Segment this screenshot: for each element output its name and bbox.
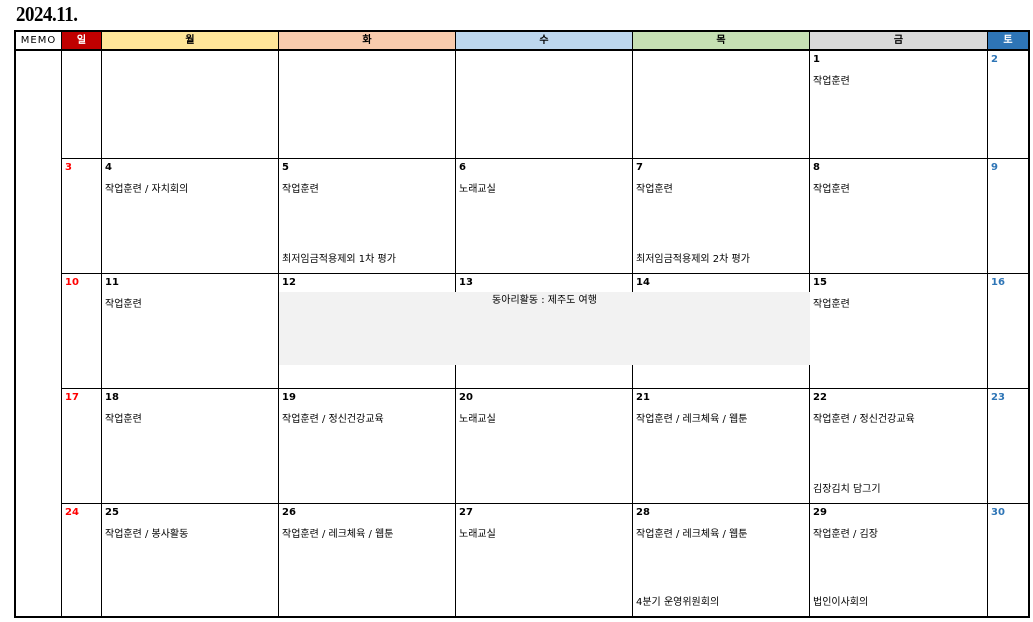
day-number: 28: [636, 507, 650, 518]
day-cell[interactable]: 11 작업훈련: [102, 274, 279, 389]
day-number: 8: [813, 162, 820, 173]
event-text: 노래교실: [459, 529, 496, 540]
day-number: 4: [105, 162, 112, 173]
day-cell[interactable]: [279, 51, 456, 159]
day-number: 11: [105, 277, 119, 288]
event-note: 최저임금적용제외 1차 평가: [282, 254, 396, 265]
day-cell[interactable]: 8 작업훈련: [810, 159, 988, 274]
event-text: 작업훈련 / 정신건강교육: [813, 414, 915, 425]
multi-day-event[interactable]: 동아리활동 : 제주도 여행: [279, 292, 810, 365]
day-cell[interactable]: 19 작업훈련 / 정신건강교육: [279, 389, 456, 504]
event-text: 작업훈련: [813, 299, 850, 310]
event-text: 작업훈련 / 자치회의: [105, 184, 189, 195]
day-cell[interactable]: 23: [988, 389, 1028, 504]
day-number: 27: [459, 507, 473, 518]
day-number: 26: [282, 507, 296, 518]
event-text: 작업훈련 / 김장: [813, 529, 878, 540]
weekday-header-sat: 토: [988, 32, 1028, 51]
event-text: 작업훈련 / 레크체육 / 웹툰: [636, 414, 748, 425]
event-text: 작업훈련: [636, 184, 673, 195]
day-cell[interactable]: 15 작업훈련: [810, 274, 988, 389]
day-cell[interactable]: 25 작업훈련 / 봉사활동: [102, 504, 279, 616]
day-cell[interactable]: 28 작업훈련 / 레크체육 / 웹툰 4분기 운영위원회의: [633, 504, 810, 616]
event-text: 작업훈련: [813, 76, 850, 87]
day-number: 10: [65, 277, 79, 288]
day-number: 22: [813, 392, 827, 403]
day-cell[interactable]: 17: [62, 389, 102, 504]
day-number: 30: [991, 507, 1005, 518]
day-cell[interactable]: 21 작업훈련 / 레크체육 / 웹툰: [633, 389, 810, 504]
day-cell[interactable]: [62, 51, 102, 159]
day-cell[interactable]: 9: [988, 159, 1028, 274]
event-note: 김장김치 담그기: [813, 484, 881, 495]
event-text: 노래교실: [459, 414, 496, 425]
day-number: 3: [65, 162, 72, 173]
weekday-header-thu: 목: [633, 32, 810, 51]
weekday-header-tue: 화: [279, 32, 456, 51]
day-cell[interactable]: 2: [988, 51, 1028, 159]
event-text: 작업훈련: [105, 414, 142, 425]
day-number: 12: [282, 277, 296, 288]
day-number: 9: [991, 162, 998, 173]
event-text: 작업훈련: [282, 184, 319, 195]
day-number: 25: [105, 507, 119, 518]
day-cell[interactable]: 4 작업훈련 / 자치회의: [102, 159, 279, 274]
event-note: 법인이사회의: [813, 597, 869, 608]
day-cell[interactable]: 16: [988, 274, 1028, 389]
day-number: 21: [636, 392, 650, 403]
day-cell[interactable]: 10: [62, 274, 102, 389]
day-cell[interactable]: 20 노래교실: [456, 389, 633, 504]
day-number: 23: [991, 392, 1005, 403]
calendar-title: 2024.11.: [16, 2, 78, 26]
day-number: 6: [459, 162, 466, 173]
day-number: 14: [636, 277, 650, 288]
memo-header: MEMO: [16, 32, 62, 51]
month-calendar: MEMO 일 월 화 수 목 금 토 1 작업훈련 2 3 4 작업훈련 / 자치회의 5 작업훈련 최저임금…: [14, 30, 1030, 618]
day-number: 17: [65, 392, 79, 403]
day-number: 20: [459, 392, 473, 403]
day-cell[interactable]: 30: [988, 504, 1028, 616]
day-cell[interactable]: 3: [62, 159, 102, 274]
day-cell[interactable]: 1 작업훈련: [810, 51, 988, 159]
weekday-header-wed: 수: [456, 32, 633, 51]
day-cell[interactable]: 27 노래교실: [456, 504, 633, 616]
day-number: 2: [991, 54, 998, 65]
day-number: 16: [991, 277, 1005, 288]
day-number: 24: [65, 507, 79, 518]
day-number: 5: [282, 162, 289, 173]
day-number: 15: [813, 277, 827, 288]
memo-column[interactable]: [16, 51, 62, 616]
day-cell[interactable]: 6 노래교실: [456, 159, 633, 274]
day-cell[interactable]: 24: [62, 504, 102, 616]
day-number: 29: [813, 507, 827, 518]
day-cell[interactable]: 26 작업훈련 / 레크체육 / 웹툰: [279, 504, 456, 616]
event-text: 작업훈련 / 레크체육 / 웹툰: [636, 529, 748, 540]
event-text: 작업훈련 / 봉사활동: [105, 529, 189, 540]
event-note: 4분기 운영위원회의: [636, 597, 720, 608]
event-text: 작업훈련: [813, 184, 850, 195]
event-text: 작업훈련 / 정신건강교육: [282, 414, 384, 425]
event-text: 작업훈련 / 레크체육 / 웹툰: [282, 529, 394, 540]
event-note: 최저임금적용제외 2차 평가: [636, 254, 750, 265]
event-text: 노래교실: [459, 184, 496, 195]
weekday-header-sun: 일: [62, 32, 102, 51]
day-cell[interactable]: [102, 51, 279, 159]
weekday-header-fri: 금: [810, 32, 988, 51]
day-number: 13: [459, 277, 473, 288]
event-text: 작업훈련: [105, 299, 142, 310]
day-cell[interactable]: 18 작업훈련: [102, 389, 279, 504]
day-number: 19: [282, 392, 296, 403]
weekday-header-mon: 월: [102, 32, 279, 51]
day-cell[interactable]: [456, 51, 633, 159]
day-cell[interactable]: [633, 51, 810, 159]
day-number: 18: [105, 392, 119, 403]
day-number: 7: [636, 162, 643, 173]
day-number: 1: [813, 54, 820, 65]
